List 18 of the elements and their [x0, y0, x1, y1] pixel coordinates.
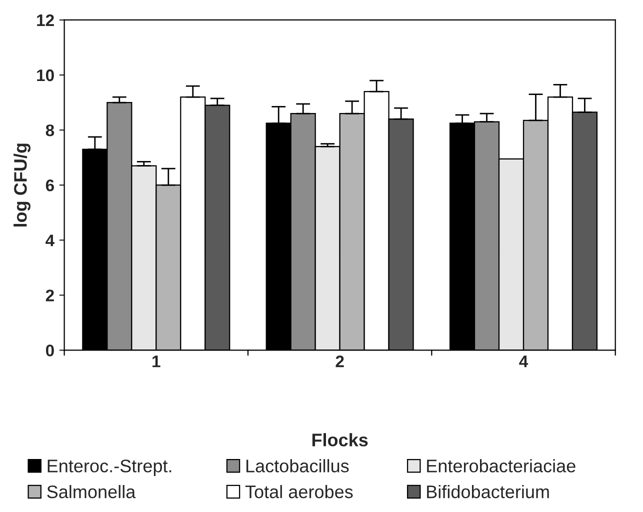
y-tick-label: 2 — [46, 290, 54, 302]
y-tick-label: 0 — [46, 344, 54, 356]
legend-label: Lactobacillus — [246, 459, 349, 472]
x-axis-title: Flocks — [312, 433, 368, 446]
y-tick-label: 6 — [46, 179, 54, 192]
legend-label: Bifidobacterium — [427, 484, 549, 498]
y-tick-label: 10 — [37, 69, 54, 82]
y-tick-label: 8 — [46, 124, 54, 136]
x-tick-label: 1 — [152, 356, 160, 368]
x-tick-label: 2 — [336, 356, 344, 368]
legend-label: Enterobacteriaciae — [427, 459, 576, 472]
legend-label: Enteroc.-Strept. — [48, 460, 172, 476]
legend-label: Total aerobes — [245, 484, 353, 498]
y-tick-label: 4 — [46, 234, 54, 246]
legend-label: Salmonella — [47, 484, 136, 498]
y-axis-title: log CFU/g — [14, 144, 30, 226]
x-tick-label: 4 — [519, 356, 528, 368]
y-tick-label: 12 — [37, 14, 54, 26]
